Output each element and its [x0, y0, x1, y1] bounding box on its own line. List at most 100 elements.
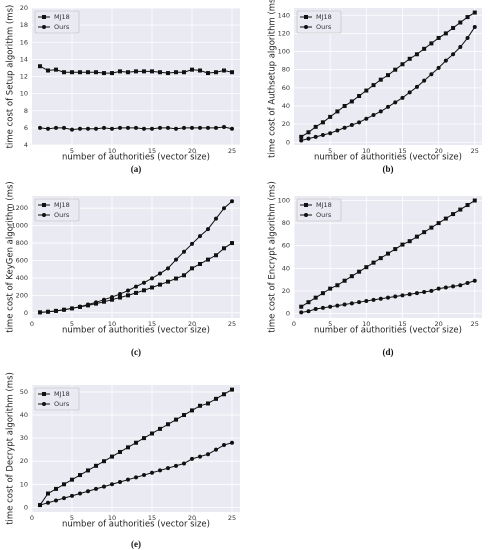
- marker-circle: [299, 310, 304, 315]
- marker-circle: [378, 109, 383, 114]
- y-tick-label: 1000: [11, 222, 28, 230]
- marker-square: [182, 273, 186, 278]
- marker-square: [110, 71, 114, 76]
- y-tick-label: 20: [20, 4, 28, 12]
- marker-circle: [190, 125, 194, 130]
- x-tick-label: 0: [292, 320, 296, 328]
- marker-square: [102, 71, 106, 76]
- marker-circle: [126, 477, 130, 482]
- marker-circle: [458, 283, 463, 288]
- marker-square: [304, 15, 308, 19]
- marker-square: [198, 68, 202, 73]
- marker-circle: [357, 300, 362, 305]
- marker-circle: [378, 296, 383, 301]
- marker-circle: [465, 280, 470, 285]
- y-tick-label: 80: [282, 66, 290, 74]
- marker-square: [407, 239, 412, 244]
- marker-circle: [214, 216, 218, 221]
- marker-circle: [166, 125, 170, 130]
- marker-square: [190, 67, 194, 72]
- marker-circle: [86, 489, 90, 494]
- marker-circle: [328, 304, 333, 309]
- marker-square: [230, 241, 234, 246]
- marker-circle: [328, 131, 333, 136]
- marker-square: [364, 88, 369, 93]
- marker-circle: [142, 280, 146, 285]
- marker-square: [472, 10, 477, 15]
- marker-circle: [150, 126, 154, 131]
- marker-circle: [206, 227, 210, 232]
- marker-square: [118, 449, 122, 454]
- marker-circle: [134, 475, 138, 480]
- x-tick-label: 5: [70, 514, 74, 522]
- marker-circle: [142, 473, 146, 478]
- marker-circle: [158, 125, 162, 130]
- x-tick-label: 20: [434, 147, 442, 155]
- y-tick-label: 12: [20, 73, 28, 81]
- marker-square: [400, 242, 405, 247]
- marker-square: [222, 246, 226, 251]
- marker-circle: [54, 309, 58, 314]
- marker-square: [320, 291, 325, 296]
- marker-circle: [335, 303, 340, 308]
- marker-circle: [349, 301, 354, 306]
- caption: (d): [383, 347, 394, 357]
- y-tick-label: 30: [20, 434, 28, 442]
- marker-circle: [313, 306, 318, 311]
- marker-square: [214, 396, 218, 401]
- x-tick-label: 5: [70, 320, 74, 328]
- marker-circle: [304, 213, 308, 217]
- marker-circle: [182, 125, 186, 130]
- marker-square: [386, 251, 390, 256]
- marker-square: [429, 41, 434, 46]
- y-axis-label: time cost of Authsetup algorithm (ms): [268, 0, 278, 158]
- marker-circle: [230, 199, 234, 204]
- y-axis-label: time cost of Encrypt algorithm (ms): [268, 181, 278, 333]
- marker-square: [94, 70, 98, 75]
- marker-square: [86, 70, 90, 75]
- marker-square: [349, 99, 354, 104]
- marker-circle: [54, 125, 58, 130]
- caption: (e): [131, 539, 141, 549]
- marker-square: [357, 94, 362, 99]
- marker-circle: [414, 291, 419, 296]
- marker-circle: [190, 241, 194, 246]
- marker-square: [393, 67, 398, 72]
- marker-square: [422, 46, 427, 51]
- marker-square: [214, 253, 218, 258]
- marker-square: [190, 266, 194, 271]
- marker-circle: [38, 503, 42, 508]
- y-tick-label: 40: [282, 102, 290, 110]
- marker-circle: [42, 402, 46, 406]
- marker-square: [335, 109, 340, 114]
- marker-circle: [313, 134, 318, 139]
- marker-circle: [198, 125, 202, 130]
- marker-circle: [182, 249, 186, 254]
- marker-square: [349, 274, 354, 279]
- marker-square: [328, 114, 333, 119]
- marker-circle: [38, 125, 42, 130]
- marker-circle: [386, 104, 390, 109]
- x-tick-label: 15: [148, 147, 156, 155]
- legend-label: MJ18: [54, 13, 70, 21]
- marker-square: [142, 69, 146, 74]
- marker-square: [46, 491, 50, 496]
- marker-square: [126, 70, 130, 75]
- y-tick-label: 60: [282, 242, 290, 250]
- legend-label: MJ18: [316, 201, 332, 209]
- marker-square: [150, 285, 154, 290]
- marker-circle: [38, 310, 42, 315]
- marker-square: [206, 257, 210, 262]
- marker-circle: [304, 25, 308, 29]
- marker-circle: [458, 45, 463, 50]
- marker-square: [299, 304, 304, 309]
- marker-square: [342, 278, 347, 283]
- y-axis-label: time cost of Setup algorithm (ms): [6, 5, 16, 149]
- marker-square: [174, 70, 178, 75]
- marker-circle: [436, 286, 441, 291]
- marker-square: [102, 299, 106, 304]
- marker-square: [134, 290, 138, 295]
- marker-square: [386, 73, 390, 78]
- y-tick-label: 400: [16, 274, 28, 282]
